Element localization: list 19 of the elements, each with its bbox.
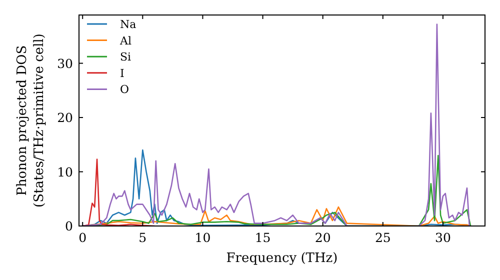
y-tick-label: 20	[57, 110, 74, 126]
legend-label: O	[120, 83, 130, 96]
x-tick-label: 15	[254, 230, 271, 245]
y-tick-label: 10	[57, 164, 74, 180]
legend-label: I	[120, 66, 124, 80]
y-axis-title: Phonon projected DOS (States/THz·primitive cell)	[15, 33, 47, 208]
x-tick-label: 20	[314, 230, 331, 245]
legend-label: Al	[119, 34, 132, 48]
x-tick-label: 0	[78, 230, 87, 245]
y-tick-label: 0	[65, 218, 74, 234]
legend-label: Si	[120, 50, 132, 64]
x-tick-label: 5	[138, 230, 147, 245]
x-tick-label: 10	[194, 230, 211, 245]
legend-label: Na	[120, 18, 137, 31]
line-series	[82, 158, 156, 226]
y-tick-label: 30	[57, 56, 74, 71]
x-axis-title: Frequency (THz)	[226, 251, 338, 266]
x-tick-label: 25	[374, 230, 391, 245]
x-tick-label: 30	[435, 230, 451, 245]
